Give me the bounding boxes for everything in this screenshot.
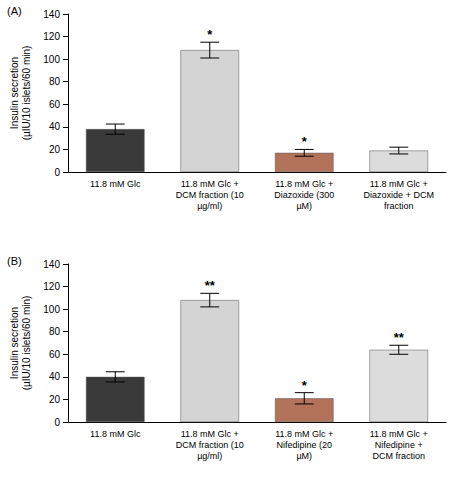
svg-text:11.8 mM Glc +: 11.8 mM Glc + [275, 429, 333, 439]
svg-text:11.8 mM Glc +: 11.8 mM Glc + [181, 429, 239, 439]
svg-text:**: ** [394, 330, 405, 345]
svg-text:0: 0 [54, 417, 60, 428]
svg-text:11.8 mM Glc +: 11.8 mM Glc + [370, 179, 428, 189]
svg-text:fraction: fraction [384, 201, 414, 211]
svg-text:µg/ml): µg/ml) [197, 451, 222, 461]
svg-text:11.8 mM Glc +: 11.8 mM Glc + [370, 429, 428, 439]
svg-text:11.8 mM Glc: 11.8 mM Glc [90, 429, 141, 439]
svg-text:DCM fraction (10: DCM fraction (10 [176, 190, 244, 200]
svg-text:Insulin secretion: Insulin secretion [9, 307, 20, 379]
svg-text:60: 60 [49, 349, 61, 360]
svg-text:20: 20 [49, 144, 61, 155]
svg-text:Insulin secretion: Insulin secretion [9, 57, 20, 129]
svg-text:DCM fraction: DCM fraction [372, 451, 425, 461]
svg-text:*: * [207, 27, 213, 42]
svg-text:**: ** [205, 278, 216, 293]
svg-text:Nifedipine (20: Nifedipine (20 [276, 440, 332, 450]
svg-text:(A): (A) [7, 5, 22, 17]
svg-text:µg/ml): µg/ml) [197, 201, 222, 211]
svg-text:0: 0 [54, 167, 60, 178]
svg-text:µM): µM) [296, 201, 312, 211]
svg-text:100: 100 [43, 54, 60, 65]
svg-text:80: 80 [49, 326, 61, 337]
svg-text:(µIU/10 islets/60 min): (µIU/10 islets/60 min) [21, 46, 32, 141]
svg-text:Diazoxide + DCM: Diazoxide + DCM [364, 190, 434, 200]
svg-text:20: 20 [49, 394, 61, 405]
svg-text:80: 80 [49, 76, 61, 87]
svg-text:120: 120 [43, 281, 60, 292]
svg-text:100: 100 [43, 304, 60, 315]
svg-text:(B): (B) [7, 255, 22, 267]
svg-text:11.8 mM Glc +: 11.8 mM Glc + [181, 179, 239, 189]
svg-text:140: 140 [43, 9, 60, 20]
svg-text:11.8 mM Glc: 11.8 mM Glc [90, 179, 141, 189]
svg-text:60: 60 [49, 99, 61, 110]
svg-text:140: 140 [43, 259, 60, 270]
svg-text:Nifedipine +: Nifedipine + [375, 440, 423, 450]
svg-text:Diazoxide (300: Diazoxide (300 [274, 190, 334, 200]
svg-text:*: * [302, 378, 308, 393]
svg-text:*: * [302, 134, 308, 149]
svg-text:40: 40 [49, 371, 61, 382]
svg-text:11.8 mM Glc +: 11.8 mM Glc + [275, 179, 333, 189]
svg-text:DCM fraction (10: DCM fraction (10 [176, 440, 244, 450]
svg-text:40: 40 [49, 121, 61, 132]
svg-text:120: 120 [43, 31, 60, 42]
svg-text:µM): µM) [296, 451, 312, 461]
svg-text:(µIU/10 islets/60 min): (µIU/10 islets/60 min) [21, 296, 32, 391]
